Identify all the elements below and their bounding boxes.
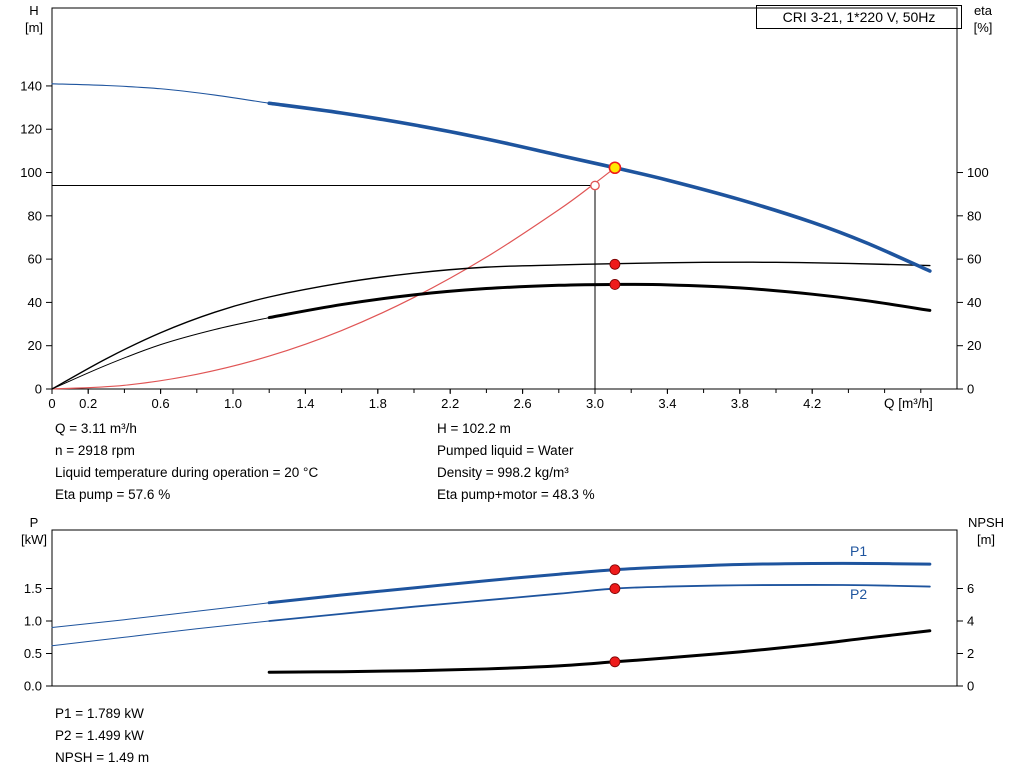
- p2-dot: [609, 583, 621, 594]
- npsh-axis-unit: [m]: [976, 532, 996, 547]
- series-npsh: [267, 629, 932, 674]
- x-tick-label: 2.6: [514, 396, 532, 411]
- series-eta-pump-motor: [267, 282, 932, 320]
- readout-density: Density = 998.2 kg/m³: [437, 465, 569, 480]
- x-tick-label: 3.8: [731, 396, 749, 411]
- readout-eta-pump-motor: Eta pump+motor = 48.3 %: [437, 487, 595, 502]
- x-tick-label: 3.4: [658, 396, 676, 411]
- series-p2-ext: [51, 620, 270, 647]
- y-left-tick-label: 0.5: [24, 646, 42, 661]
- h-axis-label-group: H [m]: [13, 2, 55, 36]
- duty-readout-col1: Q = 3.11 m³/h n = 2918 rpm Liquid temper…: [55, 418, 318, 506]
- eta-pump-motor-dot: [609, 279, 621, 290]
- series-p1: [267, 561, 932, 605]
- npsh-dot: [609, 656, 621, 668]
- series-eta-pump-motor-ext: [51, 317, 270, 390]
- readout-q: Q = 3.11 m³/h: [55, 421, 137, 436]
- plot-frame-0: [51, 7, 958, 390]
- x-tick-label: 0.6: [152, 396, 170, 411]
- series-eta-pump: [51, 261, 931, 390]
- y-right-tick-label: 20: [967, 338, 981, 353]
- pump-model-title: CRI 3-21, 1*220 V, 50Hz: [756, 5, 962, 29]
- plot-frame-1: [51, 529, 958, 687]
- x-tick-label: 1.4: [296, 396, 314, 411]
- eta-axis-label: eta: [973, 3, 993, 18]
- y-right-tick-label: 60: [967, 252, 981, 267]
- eta-pump-dot: [609, 258, 621, 270]
- power-npsh-readout: P1 = 1.789 kW P2 = 1.499 kW NPSH = 1.49 …: [55, 703, 149, 769]
- y-right-tick-label: 6: [967, 581, 974, 596]
- h-axis-label: H: [29, 3, 39, 18]
- requested-duty-point: [590, 180, 600, 191]
- q-axis-label: Q [m³/h]: [884, 396, 933, 411]
- p2-curve-label: P2: [850, 586, 868, 602]
- y-right-tick-label: 2: [967, 646, 974, 661]
- series-p2: [268, 584, 931, 622]
- y-left-tick-label: 100: [20, 165, 42, 180]
- y-left-tick-label: 20: [28, 338, 42, 353]
- h-axis-unit: [m]: [24, 20, 44, 35]
- y-right-tick-label: 80: [967, 208, 981, 223]
- y-right-tick-label: 0: [967, 679, 974, 694]
- eta-axis-label-group: eta [%]: [966, 2, 1000, 36]
- y-right-tick-label: 40: [967, 295, 981, 310]
- readout-p1: P1 = 1.789 kW: [55, 706, 144, 721]
- y-right-tick-label: 0: [967, 382, 974, 397]
- y-left-tick-label: 1.5: [24, 581, 42, 596]
- readout-eta-pump: Eta pump = 57.6 %: [55, 487, 171, 502]
- x-tick-label: 0.2: [79, 396, 97, 411]
- x-tick-label: 4.2: [803, 396, 821, 411]
- duty-readout-col2: H = 102.2 m Pumped liquid = Water Densit…: [437, 418, 595, 506]
- x-tick-label: 3.0: [586, 396, 604, 411]
- series-pump-curve-ext: [51, 83, 270, 104]
- p-axis-label: P: [29, 515, 39, 530]
- y-left-tick-label: 120: [20, 122, 42, 137]
- y-left-tick-label: 60: [28, 252, 42, 267]
- x-tick-label: 1.8: [369, 396, 387, 411]
- y-right-tick-label: 4: [967, 614, 974, 629]
- y-left-tick-label: 0.0: [24, 679, 42, 694]
- p1-curve-label: P1: [850, 543, 868, 559]
- readout-p2: P2 = 1.499 kW: [55, 728, 144, 743]
- y-right-tick-label: 100: [967, 165, 989, 180]
- duty-point: [608, 161, 622, 175]
- p-axis-unit: [kW]: [21, 532, 47, 547]
- readout-speed: n = 2918 rpm: [55, 443, 135, 458]
- y-left-tick-label: 80: [28, 208, 42, 223]
- eta-axis-unit: [%]: [973, 20, 993, 35]
- y-left-tick-label: 1.0: [24, 614, 42, 629]
- y-left-tick-label: 40: [28, 295, 42, 310]
- series-system-curve: [51, 167, 616, 390]
- p1-dot: [609, 564, 621, 576]
- x-tick-label: 0: [48, 396, 55, 411]
- npsh-axis-label-group: NPSH [m]: [960, 514, 1012, 548]
- series-p1-ext: [51, 602, 270, 628]
- readout-liquid-temperature: Liquid temperature during operation = 20…: [55, 465, 319, 480]
- y-left-tick-label: 0: [35, 382, 42, 397]
- readout-npsh: NPSH = 1.49 m: [55, 750, 150, 765]
- p-axis-label-group: P [kW]: [13, 514, 55, 548]
- x-tick-label: 2.2: [441, 396, 459, 411]
- readout-head: H = 102.2 m: [437, 421, 511, 436]
- y-left-tick-label: 140: [20, 78, 42, 93]
- npsh-axis-label: NPSH: [967, 515, 1005, 530]
- readout-pumped-liquid: Pumped liquid = Water: [437, 443, 574, 458]
- x-tick-label: 1.0: [224, 396, 242, 411]
